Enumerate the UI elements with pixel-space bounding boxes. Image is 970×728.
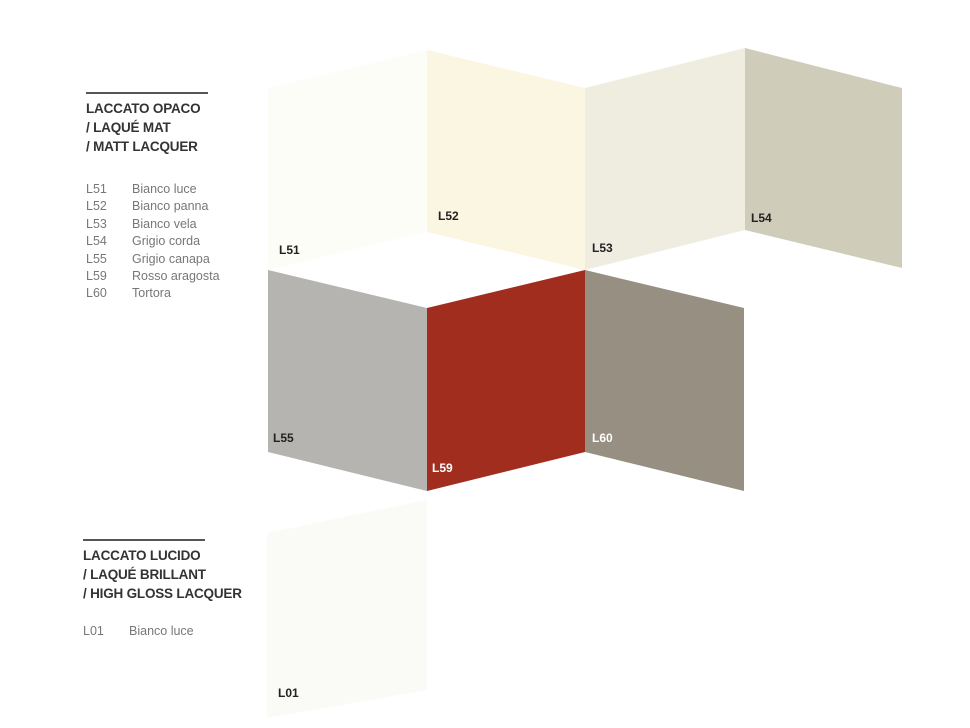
swatch-panel (585, 48, 745, 270)
swatch-label: L54 (751, 211, 772, 225)
color-code: L59 (86, 269, 107, 284)
swatch-label: L55 (273, 431, 294, 445)
list-item: L53 Bianco vela (86, 216, 220, 233)
color-list: L01 Bianco luce (83, 623, 242, 640)
color-name: Rosso aragosta (132, 269, 220, 284)
color-code: L55 (86, 251, 107, 266)
color-code: L54 (86, 234, 107, 249)
color-name: Bianco luce (129, 624, 194, 638)
swatch-label: L59 (432, 461, 453, 475)
list-item: L59 Rosso aragosta (86, 268, 220, 285)
list-item: L55 Grigio canapa (86, 251, 220, 268)
swatch-panel (427, 50, 585, 270)
swatch-l55: L55 (268, 270, 427, 491)
section-rule (83, 539, 205, 541)
color-code: L01 (83, 624, 104, 638)
color-name: Grigio canapa (132, 251, 210, 266)
title-line: / LAQUÉ MAT (86, 120, 171, 135)
swatch-panel (427, 270, 585, 491)
color-code: L51 (86, 182, 107, 196)
title-line: LACCATO OPACO (86, 101, 201, 116)
title-line: / LAQUÉ BRILLANT (83, 567, 206, 582)
color-code: L60 (86, 286, 107, 301)
matt-lacquer-section: LACCATO OPACO / LAQUÉ MAT / MATT LACQUER… (86, 92, 220, 303)
list-item: L51 Bianco luce (86, 181, 220, 198)
color-name: Tortora (132, 286, 171, 301)
swatch-label: L53 (592, 241, 613, 255)
list-item: L54 Grigio corda (86, 233, 220, 250)
swatch-l01: L01 (267, 500, 427, 718)
color-list: L51 Bianco luce L52 Bianco panna L53 Bianco… (86, 181, 220, 303)
swatch-l52: L52 (427, 50, 585, 270)
section-title: LACCATO LUCIDO / LAQUÉ BRILLANT / HIGH G… (83, 546, 242, 603)
swatch-l53: L53 (585, 48, 745, 270)
swatch-l54: L54 (745, 48, 902, 268)
swatch-panel (267, 500, 427, 718)
section-title: LACCATO OPACO / LAQUÉ MAT / MATT LACQUER (86, 99, 220, 156)
swatch-panel (268, 50, 427, 270)
color-name: Bianco vela (132, 216, 197, 231)
list-item: L52 Bianco panna (86, 198, 220, 215)
swatch-label: L60 (592, 431, 613, 445)
swatch-l59: L59 (427, 270, 585, 491)
list-item: L01 Bianco luce (83, 623, 242, 640)
color-code: L52 (86, 199, 107, 214)
section-rule (86, 92, 208, 94)
swatch-label: L01 (278, 686, 299, 700)
swatch-label: L52 (438, 209, 459, 223)
swatch-l60: L60 (585, 270, 744, 491)
list-item: L60 Tortora (86, 285, 220, 302)
color-code: L53 (86, 216, 107, 231)
swatch-label: L51 (279, 243, 300, 257)
swatch-l51: L51 (268, 50, 427, 270)
color-name: Grigio corda (132, 234, 201, 249)
swatch-panel (268, 270, 427, 491)
title-line: LACCATO LUCIDO (83, 548, 201, 563)
color-name: Bianco luce (132, 182, 197, 196)
swatch-panel (585, 270, 744, 491)
title-line: / MATT LACQUER (86, 139, 198, 154)
color-name: Bianco panna (132, 199, 209, 214)
title-line: / HIGH GLOSS LACQUER (83, 586, 242, 601)
swatch-panel (745, 48, 902, 268)
high-gloss-lacquer-section: LACCATO LUCIDO / LAQUÉ BRILLANT / HIGH G… (83, 539, 242, 640)
